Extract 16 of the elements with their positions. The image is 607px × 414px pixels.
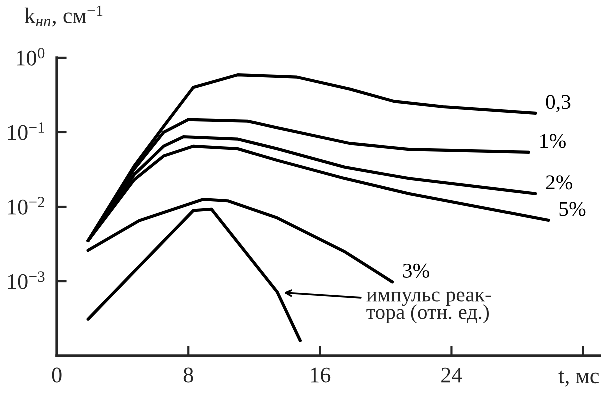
- y-tick-label: 10$^{−2}$: [8, 197, 44, 215]
- series-label: 5%: [560, 202, 586, 216]
- x-axis-title: t, мс: [558, 370, 600, 387]
- series-label: 1%: [540, 134, 566, 148]
- x-tick-label: 24: [442, 368, 462, 383]
- y-tick-label: 10$^{−1}$: [8, 122, 44, 140]
- y-tick-label: 10$^{0}$: [17, 48, 45, 66]
- y-axis-title: k$_{нп}$, см$^{−1}$: [24, 6, 103, 27]
- x-tick-label: 0: [52, 368, 62, 383]
- x-tick-label: 16: [311, 368, 331, 383]
- series-label: 0,3: [546, 95, 571, 112]
- series-label: 3%: [403, 264, 430, 278]
- x-tick-label: 8: [184, 368, 194, 383]
- series-label: 2%: [546, 176, 573, 190]
- y-tick-label: 10$^{−3}$: [8, 272, 45, 290]
- annotation: импульс реак- тора (отн. ед.): [366, 292, 492, 324]
